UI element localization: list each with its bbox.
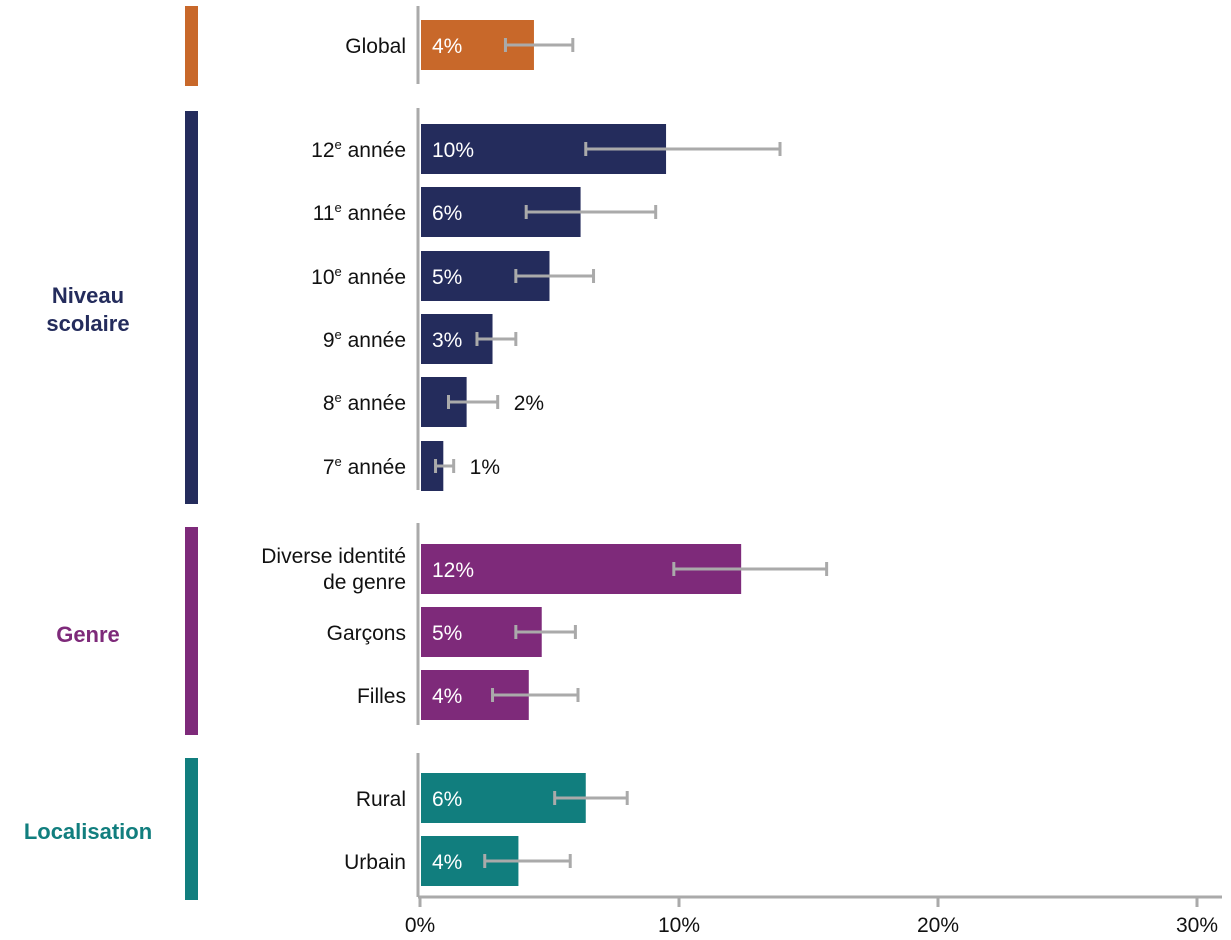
category-label: 8e année — [323, 390, 406, 415]
category-label: 7e année — [323, 454, 406, 479]
category-label-rest: année — [342, 456, 406, 479]
data-label: 4% — [432, 851, 462, 874]
category-label-rest: année — [342, 329, 406, 352]
category-label-sup: e — [335, 327, 342, 342]
category-label-main: 8 — [323, 392, 335, 415]
category-label-rest: année — [342, 202, 406, 225]
data-label: 12% — [432, 559, 474, 582]
x-tick-label: 30% — [1176, 914, 1218, 937]
group-label: Genre — [56, 622, 120, 647]
category-label-sup: e — [335, 390, 342, 405]
bar — [421, 441, 444, 491]
category-label: Urbain — [344, 851, 406, 874]
category-label: de genre — [323, 571, 406, 594]
category-label-main: 9 — [323, 329, 335, 352]
category-label-main: 10 — [311, 266, 334, 289]
category-label: Diverse identité — [261, 545, 406, 568]
data-label: 3% — [432, 329, 462, 352]
x-tick-label: 20% — [917, 914, 959, 937]
category-label-rest: année — [342, 266, 406, 289]
group-color-band — [185, 6, 198, 86]
category-label: Garçons — [327, 622, 406, 645]
category-label-sup: e — [335, 454, 342, 469]
category-label-rest: année — [342, 392, 406, 415]
category-label-sup: e — [335, 137, 342, 152]
group-label: Localisation — [24, 819, 152, 844]
data-label: 6% — [432, 788, 462, 811]
category-label-main: 7 — [323, 456, 335, 479]
category-label-sup: e — [335, 264, 342, 279]
group-color-band — [185, 758, 198, 900]
category-label: Filles — [357, 685, 406, 708]
data-label: 4% — [432, 35, 462, 58]
x-tick-label: 0% — [405, 914, 435, 937]
group-label: Niveau — [52, 283, 124, 308]
category-label: 9e année — [323, 327, 406, 352]
category-label-main: 11 — [313, 202, 335, 225]
data-label: 6% — [432, 202, 462, 225]
group-color-band — [185, 111, 198, 504]
group-color-band — [185, 527, 198, 735]
category-label: Global — [345, 35, 406, 58]
category-label: 10e année — [311, 264, 406, 289]
category-label: 11e année — [313, 200, 406, 225]
data-label: 2% — [514, 392, 544, 415]
category-label: 12e année — [311, 137, 406, 162]
category-label-rest: année — [342, 139, 406, 162]
category-label: Rural — [356, 788, 406, 811]
data-label: 1% — [470, 456, 500, 479]
data-label: 4% — [432, 685, 462, 708]
data-label: 5% — [432, 266, 462, 289]
category-label-sup: e — [335, 200, 342, 215]
data-label: 5% — [432, 622, 462, 645]
group-label: scolaire — [46, 311, 129, 336]
data-label: 10% — [432, 139, 474, 162]
category-label-main: 12 — [311, 139, 334, 162]
x-tick-label: 10% — [658, 914, 700, 937]
